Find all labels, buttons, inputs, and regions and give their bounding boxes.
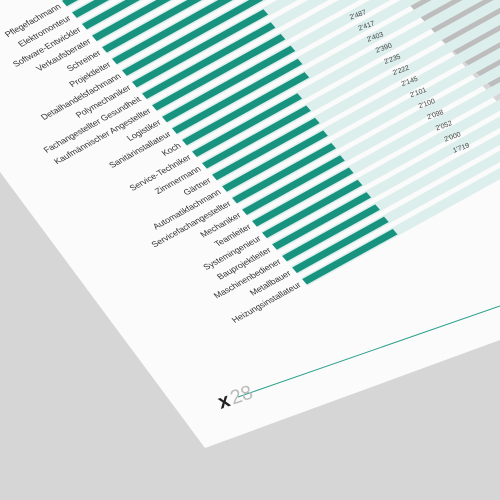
bar	[242, 155, 345, 215]
row-band	[271, 0, 500, 251]
row-band	[231, 0, 500, 205]
bar	[182, 72, 310, 146]
bar	[212, 117, 320, 181]
row-band	[281, 2, 500, 263]
bar	[192, 93, 303, 158]
row-band	[201, 0, 500, 170]
row-band	[251, 0, 500, 228]
bar	[172, 58, 303, 134]
bar	[222, 130, 328, 192]
bar	[252, 167, 354, 227]
bar	[132, 9, 269, 88]
row-band	[301, 25, 500, 286]
bar	[162, 45, 296, 123]
row-band	[211, 0, 500, 182]
bar	[122, 0, 263, 76]
row-band	[291, 14, 500, 275]
bar	[152, 33, 286, 111]
bar	[142, 22, 276, 100]
row-band	[241, 0, 500, 217]
bar	[102, 0, 254, 53]
bar	[82, 0, 235, 30]
bar	[112, 0, 254, 65]
row-band	[261, 0, 500, 240]
page	[0, 0, 500, 448]
bar	[232, 142, 337, 204]
row-band	[191, 0, 500, 159]
bar	[262, 179, 363, 239]
row-band	[221, 0, 500, 193]
bar	[202, 105, 311, 169]
bar	[292, 216, 389, 273]
bar	[302, 228, 398, 285]
bar	[92, 0, 244, 42]
footer-rule	[237, 305, 500, 398]
bar-chart: PflegefachmannElektromonteurSoftware-Ent…	[3, 0, 500, 325]
bar	[282, 204, 380, 262]
bar	[272, 192, 372, 250]
